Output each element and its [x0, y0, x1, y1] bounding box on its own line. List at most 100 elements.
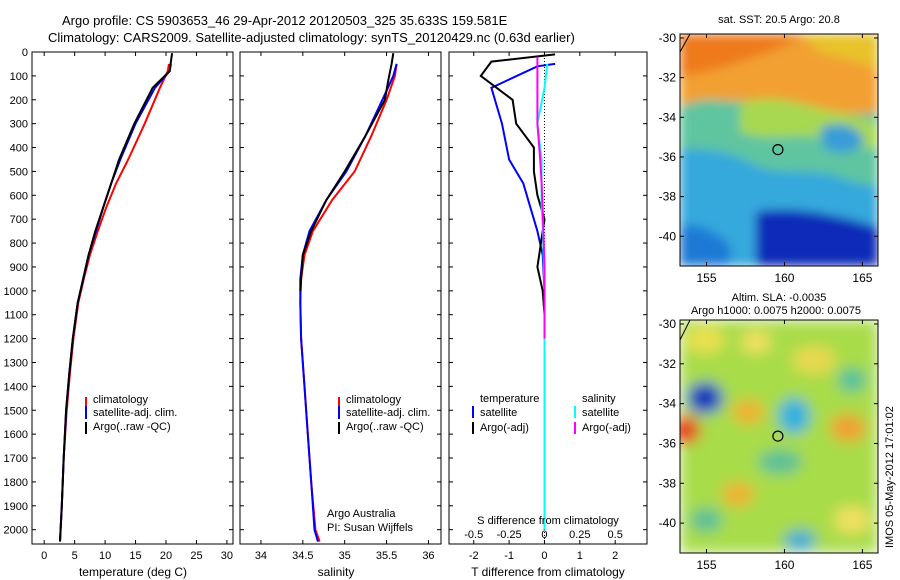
s-difference-label: S difference from climatology [477, 515, 619, 527]
latitude-tick-label: -32 [659, 357, 677, 371]
legend-satellite-adj: satellite-adj. clim. [346, 407, 430, 419]
imos-timestamp-credit: IMOS 05-May-2012 17:01:02 [884, 406, 896, 548]
figure-title-line2: Climatology: CARS2009. Satellite-adjuste… [48, 30, 575, 45]
sla-high-patch [685, 326, 725, 354]
salinity-y-ticks [240, 51, 441, 531]
sst-blue-patch [680, 225, 730, 266]
difference-legend: temperature satellite Argo(-adj) salinit… [472, 393, 631, 434]
sst-yellow-patch [802, 34, 878, 70]
temperature-tick-label: 20 [160, 550, 172, 562]
temperature-series [59, 53, 174, 542]
temperature-panel: 0100200300400500600700800900100011001200… [4, 47, 234, 579]
temperature-tick-label: 15 [129, 550, 141, 562]
sst-map-frame [679, 33, 879, 267]
longitude-tick-label: 165 [852, 271, 872, 285]
salinity-legend: climatology satellite-adj. clim. Argo(..… [338, 394, 430, 434]
latitude-tick-label: -38 [659, 190, 677, 204]
sla-high-patch [834, 506, 870, 534]
legend-s-satellite: satellite [582, 407, 619, 419]
sla-map-subtitle: Argo h1000: 0.0075 h2000: 0.0075 [691, 305, 861, 317]
credit-pi: PI: Susan Wijffels [327, 522, 413, 534]
difference-axes-frame [448, 51, 648, 545]
sla-low-patch [838, 368, 866, 392]
s-difference-tick-label: 0.5 [608, 529, 623, 541]
sst-map-panel: sat. SST: 20.5 Argo: 20.8 155 160 165 -30 -3… [659, 14, 879, 285]
depth-tick-label: 1300 [4, 357, 28, 369]
legend-argo: Argo(..raw -QC) [93, 421, 171, 433]
series-argo-raw-qc- [59, 53, 174, 542]
depth-tick-label: 200 [10, 95, 28, 107]
series-argo-raw-qc- [299, 53, 395, 291]
depth-tick-label: 1000 [4, 286, 28, 298]
depth-tick-label: 1400 [4, 381, 28, 393]
temperature-axes-frame [31, 51, 234, 545]
t-difference-tick-label: 1 [577, 550, 583, 562]
salinity-tick-label: 34 [255, 550, 267, 562]
s-difference-tick-label: 0.25 [569, 529, 590, 541]
salinity-tick-label: 35 [339, 550, 351, 562]
depth-axis: 0 100 200 300 400 500 600 700 800 900 1000 1100 1200… [4, 47, 233, 537]
latitude-tick-label: -32 [659, 71, 677, 85]
temperature-tick-label: 30 [221, 550, 233, 562]
sla-low-eddy-core [695, 390, 715, 406]
sla-hot-patch [680, 416, 700, 444]
salinity-series [299, 53, 398, 542]
temperature-tick-label: 10 [99, 550, 111, 562]
latitude-tick-label: -34 [659, 110, 677, 124]
figure-title-line1: Argo profile: CS 5903653_46 29-Apr-2012 … [62, 13, 508, 28]
depth-tick-label: 900 [10, 262, 28, 274]
sla-warm-eddy [732, 400, 764, 424]
longitude-tick-label: 165 [852, 558, 872, 572]
depth-tick-label: 400 [10, 143, 28, 155]
temperature-tick-label: 5 [72, 550, 78, 562]
longitude-tick-label: 160 [774, 271, 794, 285]
t-difference-xlabel: T difference from climatology [471, 565, 625, 579]
salinity-xlabel: salinity [318, 565, 355, 579]
sla-map-frame [679, 319, 879, 554]
legend-t-satellite: satellite [480, 407, 517, 419]
s-difference-tick-label: -0.25 [497, 529, 522, 541]
latitude-tick-label: -30 [659, 317, 677, 331]
salinity-tick-label: 35.5 [376, 550, 397, 562]
sst-warm-core [680, 34, 800, 76]
temperature-x-axis: 0 5 10 15 20 25 30 [41, 52, 233, 562]
depth-tick-label: 1500 [4, 405, 28, 417]
salinity-tick-label: 34.5 [292, 550, 313, 562]
temperature-legend: climatology satellite-adj. clim. Argo(..… [85, 394, 177, 434]
difference-y-ticks [449, 51, 647, 531]
latitude-tick-label: -36 [659, 150, 677, 164]
sst-coastline [680, 34, 691, 53]
difference-series [479, 53, 556, 530]
salinity-tick-label: 36 [422, 550, 434, 562]
t-difference-tick-label: -1 [504, 550, 514, 562]
sla-low-patch [778, 398, 810, 434]
salinity-panel: 34 34.5 35 35.5 36 climatology satellite-adj… [239, 51, 442, 579]
sla-high-patch [741, 330, 771, 354]
depth-tick-label: 300 [10, 119, 28, 131]
salinity-x-axis: 34 34.5 35 35.5 36 [255, 52, 435, 562]
latitude-tick-label: -36 [659, 436, 677, 450]
latitude-tick-label: -38 [659, 476, 677, 490]
argo-location-marker [772, 144, 784, 156]
legend-salinity-heading: salinity [582, 393, 616, 405]
longitude-tick-label: 155 [696, 558, 716, 572]
longitude-tick-label: 160 [774, 558, 794, 572]
sst-map-image [680, 34, 878, 266]
sla-map-ticks: 155 160 165 -30 -32 -34 -36 -38 -40 [659, 317, 878, 572]
depth-tick-label: 0 [22, 47, 28, 59]
legend-temperature-heading: temperature [480, 393, 539, 405]
sla-warm-eddy [830, 414, 866, 442]
s-difference-tick-label: -0.5 [464, 529, 483, 541]
sla-low-patch [784, 530, 816, 550]
depth-tick-label: 1200 [4, 334, 28, 346]
latitude-tick-label: -30 [659, 31, 677, 45]
sst-map-ticks: 155 160 165 -30 -32 -34 -36 -38 -40 [659, 31, 878, 285]
temperature-tick-label: 0 [41, 550, 47, 562]
legend-argo: Argo(..raw -QC) [346, 421, 424, 433]
sla-map-title: Altim. SLA: -0.0035 [732, 292, 827, 304]
legend-t-argo: Argo(-adj) [480, 422, 529, 434]
depth-tick-label: 100 [10, 71, 28, 83]
t-difference-tick-label: 2 [612, 550, 618, 562]
depth-tick-label: 1800 [4, 477, 28, 489]
